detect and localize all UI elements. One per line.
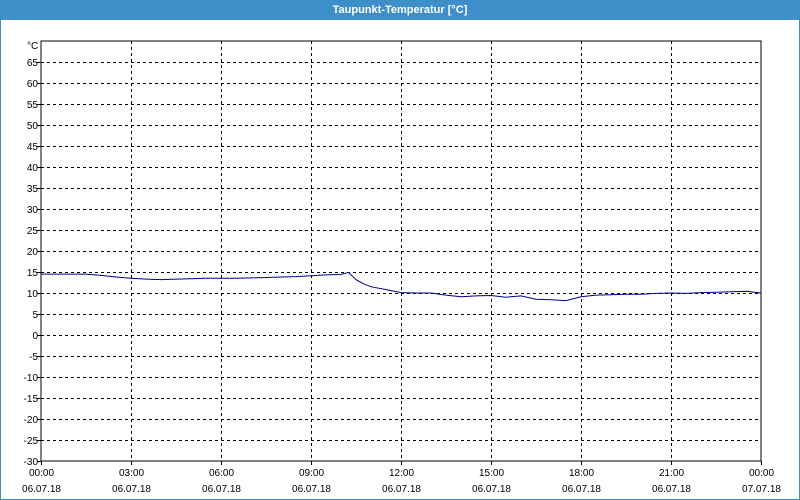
x-tick-date-label: 06.07.18 [112,484,151,495]
y-tick-label: -20 [24,415,39,426]
y-tick-label: 15 [27,268,39,279]
x-tick-time-label: 00:00 [749,468,774,479]
y-tick-label: 30 [27,205,39,216]
x-tick-time-label: 00:00 [29,468,54,479]
y-axis-ticks: 65605550454035302520151050-5-10-15-20-25… [24,58,41,468]
y-tick-label: 40 [27,163,39,174]
y-tick-label: 10 [27,289,39,300]
chart-area: °C 65605550454035302520151050-5-10-15-20… [22,40,781,495]
x-tick-time-label: 12:00 [389,468,414,479]
x-tick-time-label: 18:00 [569,468,594,479]
y-tick-label: -25 [24,436,39,447]
y-tick-label: 65 [27,58,39,69]
y-tick-label: 50 [27,121,39,132]
y-tick-label: 45 [27,142,39,153]
series-line-dewpoint [41,271,762,302]
y-axis-unit-label: °C [27,41,38,52]
y-tick-label: 20 [27,247,39,258]
grid-lines [41,41,761,461]
x-tick-time-label: 15:00 [479,468,504,479]
x-tick-time-label: 03:00 [119,468,144,479]
x-tick-date-label: 06.07.18 [22,484,61,495]
x-tick-time-label: 09:00 [299,468,324,479]
y-tick-label: 5 [32,310,38,321]
y-tick-label: -10 [24,373,39,384]
x-tick-date-label: 06.07.18 [382,484,421,495]
y-tick-label: -5 [29,352,38,363]
y-tick-label: 35 [27,184,39,195]
x-tick-date-label: 06.07.18 [472,484,511,495]
y-tick-label: 60 [27,79,39,90]
y-tick-label: 0 [32,331,38,342]
y-tick-label: -30 [24,457,39,468]
y-tick-label: -15 [24,394,39,405]
x-tick-date-label: 06.07.18 [202,484,241,495]
window-title: Taupunkt-Temperatur [°C] [1,1,799,20]
x-tick-time-label: 06:00 [209,468,234,479]
x-tick-time-label: 21:00 [659,468,684,479]
x-tick-date-label: 07.07.18 [742,484,781,495]
y-tick-label: 55 [27,100,39,111]
x-tick-date-label: 06.07.18 [292,484,331,495]
x-axis-ticks: 00:00 06.07.18 03:00 06.07.18 06:00 06.07.18 0… [22,461,781,495]
x-tick-date-label: 06.07.18 [652,484,691,495]
x-tick-date-label: 06.07.18 [562,484,601,495]
y-tick-label: 25 [27,226,39,237]
